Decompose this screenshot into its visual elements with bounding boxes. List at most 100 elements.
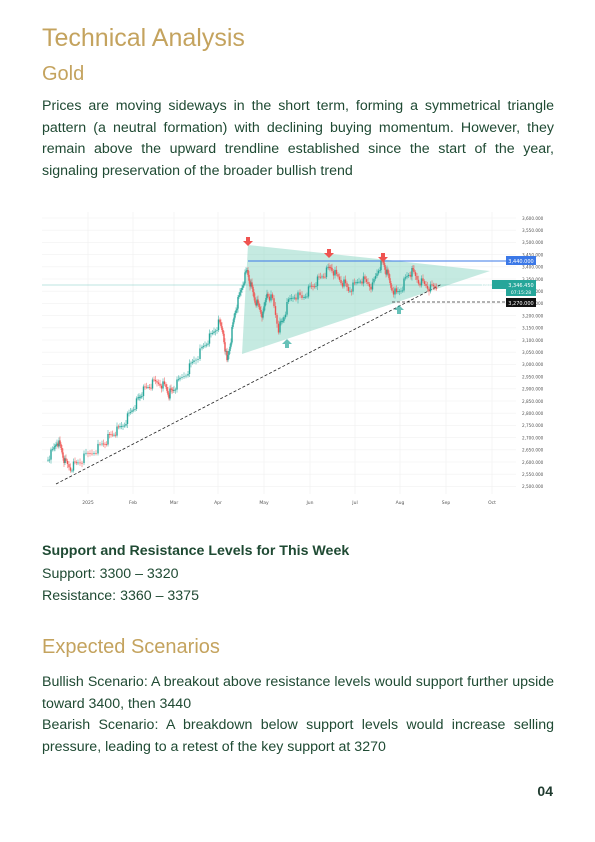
candle-body [271,294,274,299]
candle-body [349,290,351,292]
candle-body [276,314,278,324]
candle-body [318,276,320,278]
candle-body [75,462,78,464]
candle-body [325,267,328,278]
y-tick-label: 3,100.000 [522,338,544,343]
candle-body [61,448,63,453]
candle-body [128,412,130,414]
candle-body [93,453,95,454]
candle-body [217,319,220,331]
up-arrow-icon [394,305,404,314]
candle-body [131,410,133,412]
candle-body [171,389,173,391]
candle-body [162,381,164,389]
support-price-label: 3,270.000 [506,298,536,307]
candle-body [391,287,393,291]
candle-body [50,449,52,460]
candle-body [397,291,399,293]
y-tick-label: 3,600.000 [522,216,544,221]
y-tick-label: 2,650.000 [522,448,544,453]
candle-body [179,377,181,380]
candle-body [255,302,257,306]
candle-body [403,278,405,291]
candle-body [129,412,132,413]
candle-body [150,387,152,389]
candle-body [279,321,281,333]
candle-body [238,295,240,297]
candlestick-series [47,256,438,473]
candle-body [315,286,317,287]
candle-body [331,267,333,272]
candle-body [216,330,218,331]
candle-body [250,282,252,287]
y-tick-label: 3,350.000 [522,277,544,282]
candle-body [188,363,191,374]
candle-body [264,302,266,307]
candle-body [228,350,230,356]
candle-body [193,360,195,362]
y-tick-label: 2,850.000 [522,399,544,404]
candle-body [132,409,135,411]
candle-body [108,434,111,435]
candle-body [81,462,83,464]
x-tick-label: Jun [305,500,313,506]
candle-body [167,390,169,395]
candle-body [330,267,332,269]
scenarios-block: Bullish Scenario: A breakout above resis… [42,672,554,758]
candle-body [335,269,338,275]
levels-title: Support and Resistance Levels for This W… [42,543,350,559]
candle-body [420,278,423,286]
candle-body [140,396,142,398]
candle-body [306,296,308,298]
candle-body [254,297,256,303]
candle-body [156,381,158,383]
candle-body [107,434,109,445]
candle-body [387,269,389,274]
candle-body [154,379,157,382]
candle-body [416,276,418,280]
candle-body [51,449,54,451]
x-axis-ticks: 2025 Feb Mar Apr May Jun Jul Aug Sep Oct [82,500,496,506]
candle-body [289,298,291,300]
resistance-level: Resistance: 3360 – 3375 [42,588,199,604]
candle-body [425,284,427,286]
y-tick-label: 2,900.000 [522,387,544,392]
candle-body [166,387,168,391]
candle-body [126,413,129,424]
candle-body [145,386,148,388]
candle-body [324,276,326,278]
y-tick-label: 2,800.000 [522,411,544,416]
candle-body [249,280,251,287]
candle-body [301,295,303,298]
candle-body [151,379,154,389]
x-tick-label: Mar [170,500,179,506]
candle-body [57,443,59,447]
candle-body [282,320,284,322]
candle-body [202,346,205,347]
candle-body [85,452,87,454]
candle-body [303,296,305,298]
candle-body [287,299,290,302]
candle-body [246,270,248,272]
candle-body [352,282,354,292]
candle-body [222,330,224,334]
candle-body [160,385,163,389]
candle-body [247,270,249,275]
candle-body [173,389,175,391]
y-axis-ticks: 3,600.000 3,550.000 3,500.000 3,450.000 3,40… [522,216,544,489]
candle-body [190,362,192,364]
candle-body [280,321,282,323]
candle-body [417,279,420,284]
candle-body [239,292,241,296]
candle-body [266,293,268,298]
candle-body [374,276,377,279]
candle-body [225,350,227,352]
x-tick-label: May [259,500,269,506]
candle-body [165,384,167,388]
candle-body [147,387,149,388]
candle-body [185,375,187,377]
candle-body [307,286,310,297]
candle-body [263,306,265,312]
candle-body [419,283,421,286]
candle-body [141,396,143,397]
